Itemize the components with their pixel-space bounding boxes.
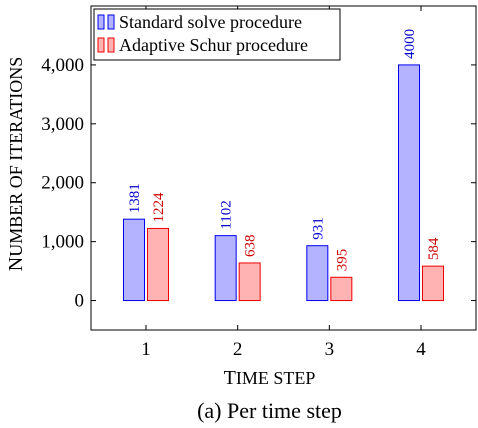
x-tick-label: 3 <box>325 339 335 360</box>
bars-layer <box>123 64 444 302</box>
data-label-series-1: 1102 <box>219 200 235 229</box>
y-tick-label: 3,000 <box>41 114 84 135</box>
data-label-series-1: 4000 <box>402 29 418 59</box>
bar-series-2-cat-4 <box>422 265 444 302</box>
y-tick-label: 0 <box>75 291 85 312</box>
y-tick-label: 4,000 <box>41 55 84 76</box>
data-label-series-1: 931 <box>310 217 326 240</box>
labels-layer: 1381 1102 931 4000 1224 638 395 584 <box>127 29 442 271</box>
data-label-series-2: 395 <box>334 249 350 272</box>
legend-box <box>93 8 341 61</box>
y-axis-label-rest: UMBER OF ITERATIONS <box>6 57 26 257</box>
plot-frame <box>90 5 477 331</box>
legend: Standard solve procedure Adaptive Schur p… <box>93 8 341 61</box>
x-tick-label: 1 <box>141 339 151 360</box>
data-label-series-2: 638 <box>243 234 259 257</box>
legend-swatch-b <box>107 14 115 30</box>
bar-series-1-cat-4 <box>398 64 420 302</box>
data-label-series-2: 584 <box>426 237 442 260</box>
y-axis-label-first: N <box>5 257 27 271</box>
data-label-series-2: 1224 <box>151 192 167 223</box>
y-axis-label: NUMBER OF ITERATIONS <box>5 57 27 271</box>
x-axis-label: TIME STEP <box>224 367 316 389</box>
legend-swatch-b <box>107 37 115 53</box>
bar-series-1-cat-1 <box>123 218 145 302</box>
legend-entry: Adaptive Schur procedure <box>119 35 308 55</box>
x-axis-label-rest: IME STEP <box>236 368 316 388</box>
legend-swatch-a <box>97 37 105 53</box>
x-tick-label: 4 <box>416 339 426 360</box>
y-tick-label: 2,000 <box>41 173 84 194</box>
y-tick-label: 1,000 <box>41 232 84 253</box>
bar-series-2-cat-2 <box>238 262 261 302</box>
bar-series-2-cat-3 <box>330 276 353 302</box>
bar-series-1-cat-3 <box>306 245 329 302</box>
bar-series-1-cat-2 <box>214 235 237 302</box>
legend-swatch-a <box>97 14 105 30</box>
ticks-layer: 0 1,000 2,000 3,000 4,000 1 2 3 4 <box>41 6 476 360</box>
x-tick-label: 2 <box>233 339 243 360</box>
x-axis-label-first: T <box>224 367 236 389</box>
figure-caption: (a) Per time step <box>197 398 342 423</box>
data-label-series-1: 1381 <box>127 183 143 213</box>
legend-entry: Standard solve procedure <box>119 12 302 32</box>
bar-series-2-cat-1 <box>147 227 169 302</box>
